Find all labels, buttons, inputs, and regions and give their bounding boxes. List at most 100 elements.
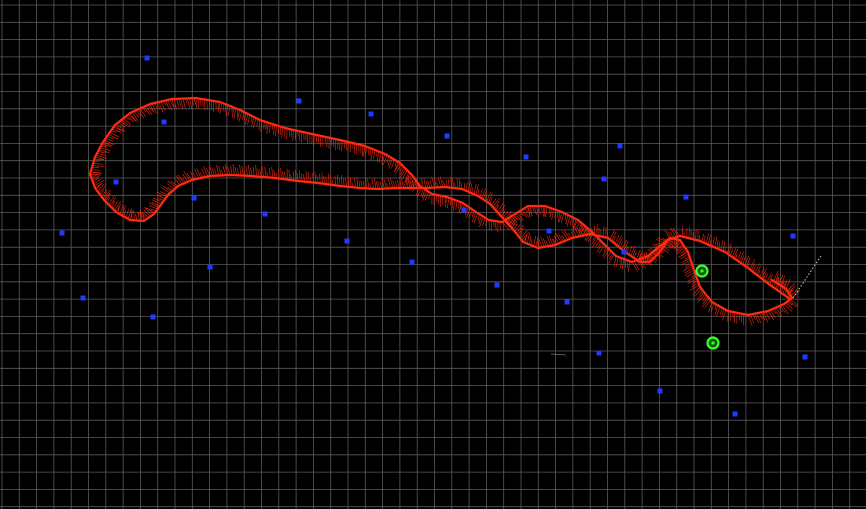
heading-tick <box>388 158 393 170</box>
heading-tick <box>389 177 394 189</box>
heading-tick <box>630 245 636 256</box>
heading-tick <box>383 178 387 189</box>
heading-tick <box>540 205 544 213</box>
heading-tick <box>394 180 398 189</box>
heading-tick <box>156 191 167 198</box>
heading-tick <box>563 229 571 240</box>
heading-tick <box>379 181 383 189</box>
heading-tick <box>376 151 380 162</box>
heading-tick <box>608 252 614 260</box>
heading-tick <box>209 164 213 176</box>
heading-tick <box>756 265 762 275</box>
heading-tick <box>158 101 164 113</box>
heading-tick <box>94 156 105 160</box>
heading-tick <box>783 279 788 289</box>
landmark-point <box>523 154 529 160</box>
heading-tick <box>409 180 413 189</box>
heading-tick <box>156 194 166 200</box>
heading-tick <box>598 244 605 254</box>
heading-tick <box>529 235 532 245</box>
heading-tick <box>591 236 597 245</box>
heading-tick <box>139 108 147 117</box>
heading-tick <box>405 176 414 185</box>
heading-tick <box>503 220 512 229</box>
heading-tick <box>479 216 484 228</box>
landmark-point <box>657 388 663 394</box>
heading-tick <box>555 232 562 243</box>
heading-tick <box>676 246 685 255</box>
heading-tick <box>102 189 111 199</box>
landmark-point <box>80 295 86 301</box>
heading-tick <box>687 276 697 282</box>
heading-tick <box>633 261 640 270</box>
heading-tick <box>225 105 229 117</box>
heading-tick <box>754 263 761 274</box>
heading-tick <box>281 127 284 139</box>
heading-tick <box>762 272 767 280</box>
landmark-point <box>494 282 500 288</box>
heading-tick <box>237 109 241 120</box>
heading-tick <box>193 97 197 106</box>
heading-tick <box>704 300 711 308</box>
heading-tick <box>790 298 799 307</box>
heading-tick <box>282 170 284 180</box>
heading-tick <box>250 167 253 177</box>
heading-tick <box>620 258 623 268</box>
heading-tick <box>153 197 163 203</box>
heading-tick <box>151 199 162 205</box>
heading-tick <box>756 313 762 324</box>
heading-tick <box>561 230 569 240</box>
heading-tick <box>674 241 682 249</box>
heading-tick <box>307 172 310 183</box>
heading-tick <box>775 307 783 317</box>
heading-tick <box>425 180 429 189</box>
marker-center <box>700 269 704 273</box>
heading-tick <box>382 154 388 166</box>
heading-tick <box>126 115 135 123</box>
heading-tick <box>137 109 145 119</box>
heading-tick <box>452 199 456 212</box>
heading-tick <box>396 180 400 189</box>
heading-tick <box>239 164 242 176</box>
heading-tick <box>701 233 704 242</box>
heading-tick <box>780 275 786 286</box>
heading-tick <box>504 210 512 221</box>
heading-tick <box>722 241 726 252</box>
heading-tick <box>501 221 510 231</box>
heading-tick <box>579 225 586 236</box>
heading-tick <box>473 212 479 224</box>
heading-tick <box>560 212 565 223</box>
landmark-point <box>262 211 268 217</box>
heading-tick <box>125 209 129 218</box>
heading-tick <box>705 233 710 244</box>
heading-tick <box>121 119 131 128</box>
heading-tick <box>205 168 211 177</box>
heading-tick <box>542 237 547 247</box>
heading-tick <box>218 165 222 176</box>
heading-tick <box>496 203 504 213</box>
heading-tick <box>779 305 786 313</box>
heading-tick <box>224 104 227 113</box>
heading-tick <box>99 147 110 151</box>
heading-tick <box>399 165 404 173</box>
heading-tick <box>180 98 184 110</box>
heading-tick <box>514 213 523 223</box>
heading-tick <box>106 135 115 140</box>
heading-tick <box>105 193 111 202</box>
heading-tick <box>203 166 209 177</box>
heading-tick <box>257 168 260 177</box>
heading-tick <box>102 141 112 147</box>
heading-tick <box>316 174 319 184</box>
heading-tick <box>349 177 352 188</box>
heading-tick <box>341 140 343 152</box>
heading-tick <box>245 166 248 176</box>
heading-tick <box>534 205 537 216</box>
heading-tick <box>738 313 741 321</box>
heading-tick <box>118 122 126 128</box>
heading-tick <box>556 210 559 218</box>
heading-tick <box>108 195 115 205</box>
heading-tick <box>494 200 500 209</box>
heading-tick <box>744 255 750 266</box>
heading-tick <box>354 177 356 188</box>
